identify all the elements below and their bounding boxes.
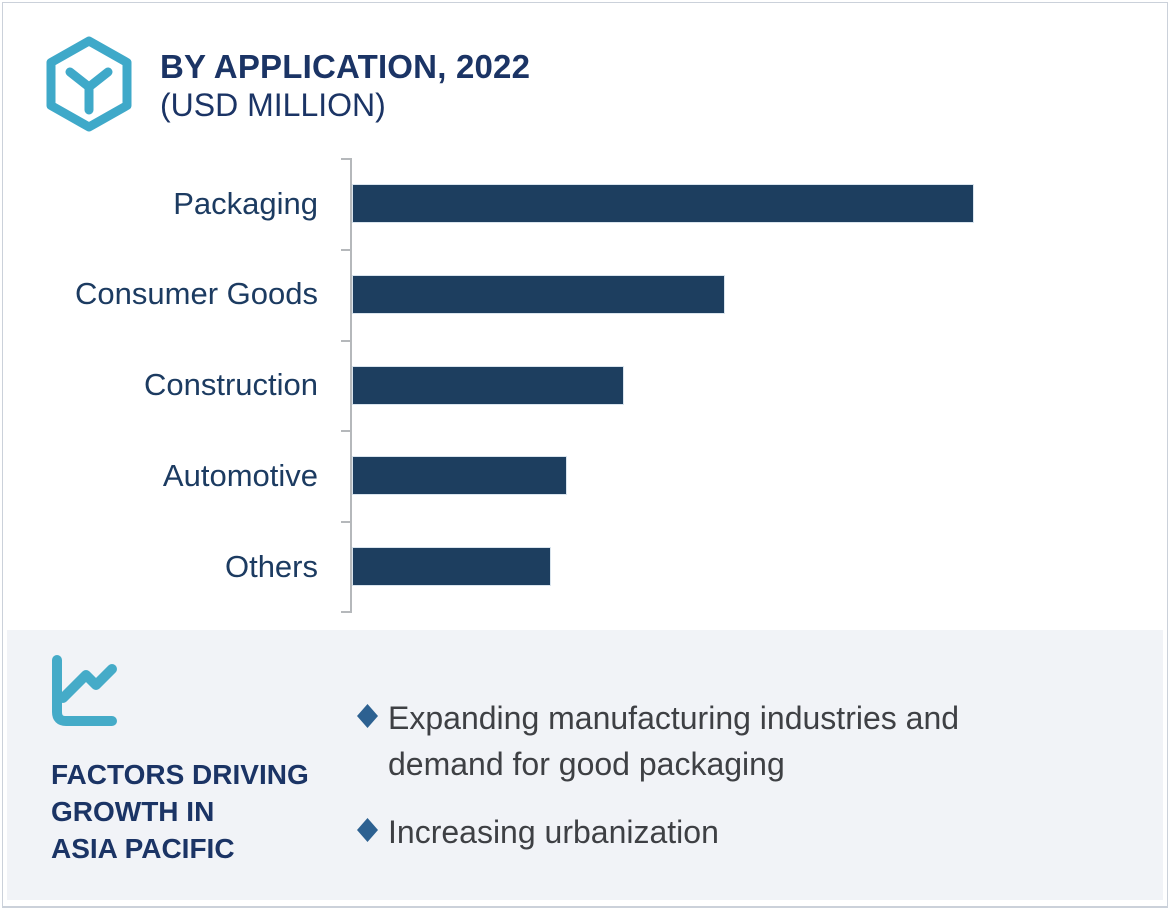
axis-tick: [341, 248, 351, 251]
chart-title: BY APPLICATION, 2022 (USD MILLION): [160, 48, 530, 124]
category-label: Automotive: [162, 457, 318, 493]
diamond-icon: [357, 818, 378, 842]
bar: [353, 366, 623, 404]
bullet-item: Increasing urbanization: [357, 809, 997, 855]
chart-title-line1: BY APPLICATION, 2022: [160, 48, 531, 85]
trend-chart-icon: [52, 655, 117, 726]
bar-chart: Packaging Consumer Goods Construction Autom…: [0, 158, 1170, 614]
panel-heading-line: ASIA PACIFIC: [51, 833, 235, 864]
chart-row: Others: [0, 521, 1170, 612]
category-label: Construction: [143, 367, 318, 403]
bar: [353, 457, 566, 495]
category-label: Consumer Goods: [75, 276, 318, 312]
bar: [353, 548, 550, 586]
chart-row: Automotive: [0, 430, 1170, 521]
value-axis-line: [350, 158, 352, 613]
bar: [353, 275, 724, 313]
panel-heading: FACTORS DRIVING GROWTH IN ASIA PACIFIC: [51, 756, 309, 867]
chart-title-line2: (USD MILLION): [160, 87, 386, 123]
panel-heading-line: GROWTH IN: [51, 796, 215, 827]
diamond-icon: [357, 704, 378, 728]
category-label: Packaging: [173, 185, 318, 221]
category-label: Others: [224, 548, 318, 584]
bullet-item: Expanding manufacturing industries and d…: [357, 695, 997, 787]
bar: [353, 185, 973, 222]
axis-tick: [341, 611, 351, 613]
axis-tick: [341, 158, 351, 160]
bullet-list: Expanding manufacturing industries and d…: [357, 695, 997, 877]
bullet-text: Increasing urbanization: [388, 814, 719, 850]
panel-heading-line: FACTORS DRIVING: [51, 759, 309, 790]
chart-row: Packaging: [0, 158, 1170, 249]
factors-panel: FACTORS DRIVING GROWTH IN ASIA PACIFIC Exp…: [7, 630, 1163, 900]
axis-tick: [341, 521, 351, 524]
axis-tick: [341, 339, 351, 342]
chart-row: Consumer Goods: [0, 249, 1170, 340]
hexagon-box-icon: [46, 36, 132, 132]
bullet-text: Expanding manufacturing industries and d…: [388, 700, 960, 782]
chart-row: Construction: [0, 340, 1170, 431]
axis-tick: [341, 430, 351, 433]
